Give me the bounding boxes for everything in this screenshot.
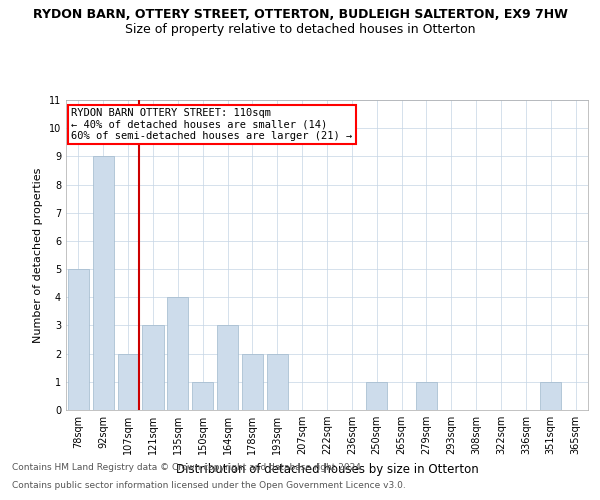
Bar	[416, 382, 437, 410]
X-axis label: Distribution of detached houses by size in Otterton: Distribution of detached houses by size …	[176, 462, 478, 475]
Bar	[68, 269, 89, 410]
Bar	[118, 354, 139, 410]
Bar	[93, 156, 114, 410]
Text: Contains HM Land Registry data © Crown copyright and database right 2024.: Contains HM Land Registry data © Crown c…	[12, 464, 364, 472]
Bar	[366, 382, 387, 410]
Text: RYDON BARN, OTTERY STREET, OTTERTON, BUDLEIGH SALTERTON, EX9 7HW: RYDON BARN, OTTERY STREET, OTTERTON, BUD…	[32, 8, 568, 20]
Text: Contains public sector information licensed under the Open Government Licence v3: Contains public sector information licen…	[12, 481, 406, 490]
Bar	[242, 354, 263, 410]
Bar	[540, 382, 561, 410]
Text: Size of property relative to detached houses in Otterton: Size of property relative to detached ho…	[125, 22, 475, 36]
Text: RYDON BARN OTTERY STREET: 110sqm
← 40% of detached houses are smaller (14)
60% o: RYDON BARN OTTERY STREET: 110sqm ← 40% o…	[71, 108, 352, 141]
Bar	[217, 326, 238, 410]
Bar	[167, 298, 188, 410]
Bar	[267, 354, 288, 410]
Bar	[142, 326, 164, 410]
Bar	[192, 382, 213, 410]
Y-axis label: Number of detached properties: Number of detached properties	[34, 168, 43, 342]
